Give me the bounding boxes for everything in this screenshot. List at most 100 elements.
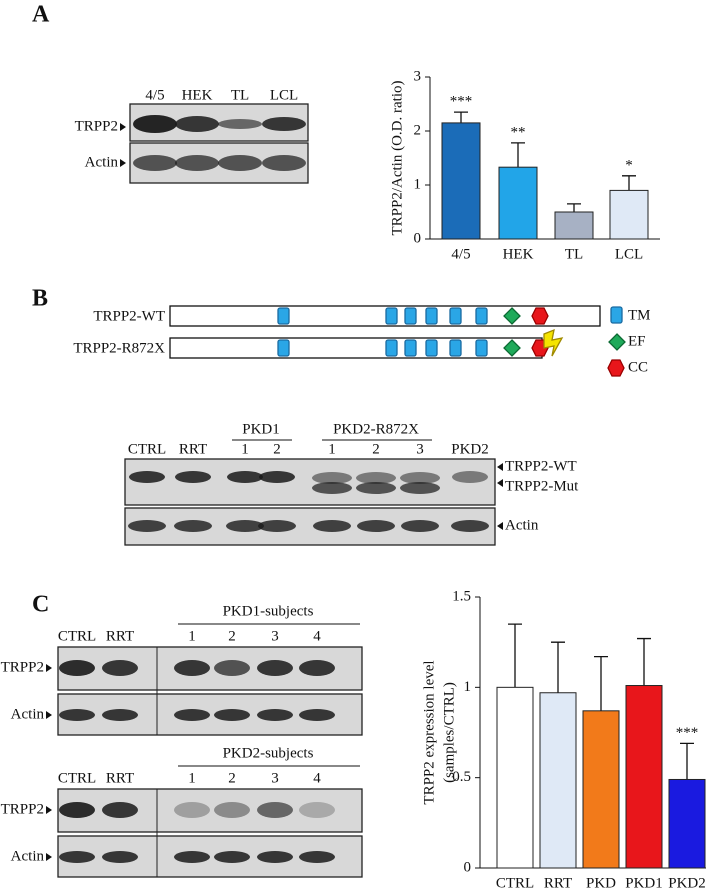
- x-tick-label: PKD2: [668, 875, 706, 891]
- legend-label: CC: [628, 359, 648, 375]
- band: [227, 471, 263, 483]
- y-tick-label: 3: [414, 68, 422, 84]
- band: [175, 155, 219, 171]
- significance: ***: [450, 94, 473, 110]
- y-axis-label: TRPP2 expression level: [421, 660, 437, 804]
- band: [226, 520, 264, 532]
- x-tick-label: HEK: [503, 246, 534, 262]
- band: [102, 709, 138, 721]
- band: [214, 660, 250, 676]
- lane-label: 1: [328, 441, 336, 457]
- x-tick-label: CTRL: [496, 875, 534, 891]
- row-label: TRPP2-Mut: [505, 478, 579, 494]
- band: [257, 802, 293, 818]
- construct-label: TRPP2-R872X: [73, 340, 165, 356]
- arrow: [46, 711, 52, 719]
- band: [174, 709, 210, 721]
- band: [257, 851, 293, 863]
- band: [175, 116, 219, 132]
- lane-label: PKD2: [451, 441, 489, 457]
- bar: [625, 685, 663, 869]
- band: [214, 709, 250, 721]
- lane-label: TL: [231, 87, 249, 103]
- lane-label: RRT: [179, 441, 207, 457]
- arrow: [497, 522, 503, 530]
- bar: [539, 692, 577, 869]
- band: [262, 155, 306, 171]
- band: [102, 802, 138, 818]
- band: [257, 660, 293, 676]
- band: [401, 520, 439, 532]
- lane-label: CTRL: [58, 628, 96, 644]
- x-tick-label: PKD1: [625, 875, 663, 891]
- lane-label: 2: [228, 628, 236, 644]
- bar: [668, 778, 706, 869]
- band: [214, 802, 250, 818]
- x-tick-label: PKD: [586, 875, 616, 891]
- band: [174, 520, 212, 532]
- lane-label: 2: [273, 441, 281, 457]
- lane-label: RRT: [106, 628, 134, 644]
- band: [356, 482, 396, 494]
- band: [262, 117, 306, 131]
- row-label: TRPP2-WT: [505, 458, 577, 474]
- lane-label: 2: [228, 770, 236, 786]
- error-bar: [594, 655, 608, 711]
- error-bar: [622, 175, 636, 191]
- band: [133, 115, 177, 133]
- group-label: PKD1-subjects: [223, 603, 314, 619]
- band: [299, 660, 335, 676]
- row-label: Actin: [505, 517, 539, 533]
- error-bar: [567, 203, 581, 212]
- y-tick-label: 0: [414, 230, 422, 246]
- band: [356, 472, 396, 484]
- band: [452, 471, 488, 483]
- arrow: [120, 123, 126, 131]
- lane-label: LCL: [270, 87, 298, 103]
- bar: [498, 166, 538, 240]
- x-tick-label: TL: [565, 246, 583, 262]
- lane-label: 3: [416, 441, 424, 457]
- panel-label: A: [32, 2, 50, 28]
- significance: ***: [676, 725, 699, 741]
- y-axis-label: (samples/CTRL): [441, 682, 457, 783]
- row-label: TRPP2: [1, 801, 44, 817]
- lane-label: 4/5: [145, 87, 164, 103]
- band: [59, 851, 95, 863]
- y-axis-label: TRPP2/Actin (O.D. ratio): [389, 81, 405, 236]
- y-tick-label: 1: [464, 679, 472, 695]
- band: [128, 520, 166, 532]
- band: [174, 660, 210, 676]
- construct-label: TRPP2-WT: [93, 308, 165, 324]
- band: [299, 851, 335, 863]
- band: [312, 482, 352, 494]
- group-label: PKD1: [242, 421, 280, 437]
- lane-label: 4: [313, 770, 321, 786]
- row-label: Actin: [11, 848, 45, 864]
- band: [257, 709, 293, 721]
- domain-diagram: [169, 305, 626, 377]
- band: [451, 520, 489, 532]
- legend-label: EF: [628, 333, 646, 349]
- arrow: [46, 853, 52, 861]
- y-tick-label: 0.5: [452, 769, 471, 785]
- band: [59, 660, 95, 676]
- arrow: [497, 479, 503, 487]
- band: [214, 851, 250, 863]
- band: [59, 709, 95, 721]
- band: [400, 482, 440, 494]
- band: [400, 472, 440, 484]
- band: [299, 802, 335, 818]
- lane-label: HEK: [182, 87, 213, 103]
- x-tick-label: RRT: [544, 875, 572, 891]
- row-label: TRPP2: [1, 659, 44, 675]
- band: [313, 520, 351, 532]
- lane-label: 2: [372, 441, 380, 457]
- arrow: [46, 806, 52, 814]
- band: [258, 520, 296, 532]
- error-bar: [637, 637, 651, 686]
- arrow: [46, 664, 52, 672]
- band: [133, 155, 177, 171]
- legend-label: TM: [628, 307, 651, 323]
